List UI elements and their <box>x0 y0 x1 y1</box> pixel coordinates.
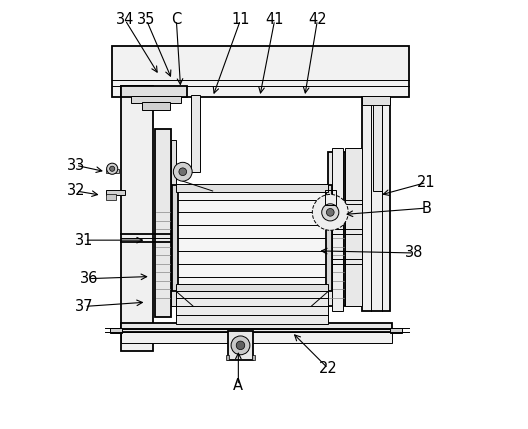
Text: A: A <box>233 378 243 393</box>
Text: 42: 42 <box>308 12 327 27</box>
Text: 33: 33 <box>67 158 85 173</box>
Circle shape <box>173 162 192 181</box>
Bar <box>176 291 328 323</box>
Text: 34: 34 <box>116 12 134 27</box>
Text: 31: 31 <box>75 233 93 248</box>
Bar <box>362 97 390 311</box>
Bar <box>121 323 392 332</box>
Bar <box>176 187 328 289</box>
Bar <box>106 194 117 199</box>
Circle shape <box>179 168 186 175</box>
Bar <box>131 96 181 103</box>
Circle shape <box>107 163 118 174</box>
Circle shape <box>236 341 245 350</box>
Bar <box>121 331 392 343</box>
Bar <box>155 129 171 317</box>
Bar <box>345 148 362 306</box>
Text: 22: 22 <box>319 361 337 376</box>
Bar <box>228 331 253 360</box>
Text: B: B <box>421 201 431 216</box>
Text: 38: 38 <box>404 245 423 260</box>
Text: 21: 21 <box>417 175 436 190</box>
Text: 37: 37 <box>75 299 93 314</box>
Bar <box>171 140 176 306</box>
Bar <box>191 95 200 172</box>
Text: C: C <box>171 12 182 27</box>
Circle shape <box>110 166 115 171</box>
Bar <box>362 96 390 106</box>
Circle shape <box>313 194 348 230</box>
Bar <box>373 97 382 191</box>
Bar <box>121 86 187 97</box>
Circle shape <box>326 208 334 216</box>
Bar <box>252 355 255 360</box>
Text: 35: 35 <box>137 12 156 27</box>
Bar <box>326 184 333 291</box>
Bar <box>226 355 229 360</box>
Bar <box>121 86 153 351</box>
Bar <box>106 190 125 195</box>
Circle shape <box>322 204 339 221</box>
Bar <box>333 148 343 311</box>
Text: 11: 11 <box>231 12 250 27</box>
Bar <box>325 190 336 205</box>
Text: 36: 36 <box>80 271 98 286</box>
Bar <box>176 284 328 291</box>
Bar <box>176 184 328 192</box>
Bar <box>112 45 409 97</box>
Bar <box>110 328 122 333</box>
Bar <box>172 184 178 291</box>
Bar <box>328 152 345 306</box>
Text: 41: 41 <box>266 12 284 27</box>
Bar <box>142 102 170 110</box>
Circle shape <box>231 336 250 355</box>
Bar <box>390 328 402 333</box>
Text: 32: 32 <box>67 184 85 199</box>
Bar <box>106 169 119 172</box>
